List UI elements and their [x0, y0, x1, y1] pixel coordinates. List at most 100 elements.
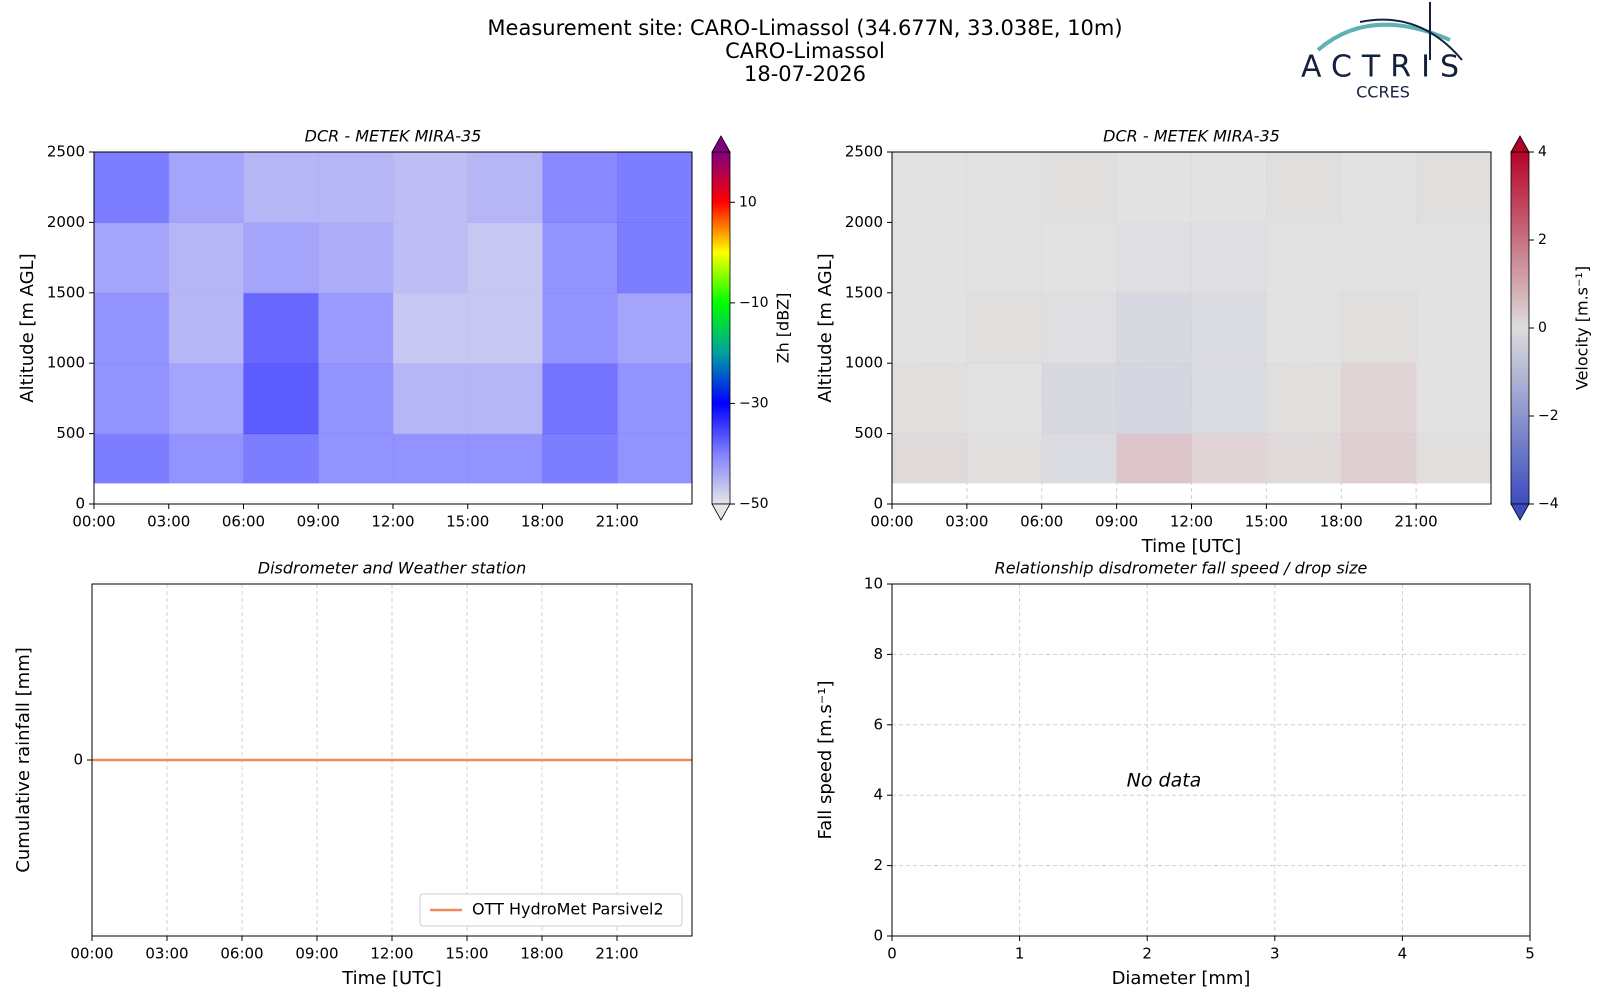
- heatmap-cell: [168, 433, 244, 484]
- figure-date: 18-07-2026: [744, 62, 866, 86]
- heatmap-cell: [1266, 292, 1342, 364]
- heatmap-cell: [393, 292, 469, 364]
- heatmap-cell: [966, 152, 1043, 223]
- heatmap-cell: [393, 152, 469, 223]
- heatmap-cell: [1041, 433, 1118, 484]
- y-tick-label: 0: [873, 927, 883, 945]
- x-axis-label: Diameter [mm]: [1112, 968, 1251, 989]
- x-tick-label: 03:00: [147, 513, 190, 531]
- heatmap-cell: [892, 433, 968, 484]
- heatmap-cell: [243, 292, 319, 364]
- y-tick-label: 2500: [845, 143, 883, 161]
- heatmap-cell: [892, 363, 968, 435]
- y-tick-label: 2500: [47, 143, 85, 161]
- legend: OTT HydroMet Parsivel2: [419, 893, 683, 927]
- heatmap-cell: [318, 292, 394, 364]
- heatmap-cell: [393, 222, 469, 294]
- x-tick-label: 2: [1142, 945, 1152, 963]
- heatmap-cell: [1341, 292, 1417, 364]
- figure-title: Measurement site: CARO-Limassol (34.677N…: [487, 16, 1122, 40]
- x-axis-label: Time [UTC]: [1141, 536, 1242, 557]
- panel: −50 −30 −10 10 Zh [dBZ] 00:00 03:00 06:00 09:00 1…: [17, 127, 793, 531]
- heatmap-cell: [617, 363, 693, 435]
- heatmap-cell: [966, 222, 1043, 294]
- colorbar: [711, 151, 731, 505]
- heatmap-cell: [617, 433, 693, 484]
- x-tick-label: 09:00: [295, 945, 338, 963]
- colorbar-extend-top: [1510, 135, 1530, 153]
- heatmap-cell: [966, 292, 1043, 364]
- logo-arc: [1359, 18, 1463, 61]
- y-tick-label: 500: [56, 424, 85, 442]
- heatmap-cell: [892, 152, 968, 223]
- heatmap-cell: [243, 433, 319, 484]
- y-axis-label: Altitude [m AGL]: [17, 253, 38, 402]
- heatmap-cell: [94, 363, 170, 435]
- legend-label: OTT HydroMet Parsivel2: [472, 900, 664, 919]
- x-tick-label: 06:00: [1020, 513, 1063, 531]
- x-tick-label: 09:00: [297, 513, 340, 531]
- y-tick-label: 1000: [845, 354, 883, 372]
- heatmap-cell: [467, 433, 543, 484]
- y-tick-label: 10: [864, 575, 883, 593]
- x-tick-label: 00:00: [70, 945, 113, 963]
- colorbar-tick-label: 4: [1538, 144, 1547, 160]
- heatmap-cell: [168, 292, 244, 364]
- heatmap-cell: [1041, 222, 1118, 294]
- y-tick-label: 2: [873, 856, 883, 874]
- colorbar-extend-bottom: [1510, 503, 1530, 521]
- x-tick-label: 15:00: [445, 945, 488, 963]
- panel: −4 −2 0 2 4 Velocity [m.s⁻¹] 00:00 03:00 06:00 09…: [815, 127, 1592, 558]
- heatmap-cell: [243, 222, 319, 294]
- heatmap-cell: [318, 222, 394, 294]
- heatmap-cell: [318, 152, 394, 223]
- heatmap-cell: [1341, 222, 1417, 294]
- heatmap-cell: [1266, 152, 1342, 223]
- y-tick-label: 0: [873, 495, 883, 513]
- heatmap-cell: [467, 152, 543, 223]
- heatmap-cell: [94, 152, 170, 223]
- heatmap-cell: [542, 363, 618, 435]
- y-tick-label: 500: [854, 424, 883, 442]
- x-tick-label: 18:00: [521, 513, 564, 531]
- heatmap-cell: [892, 292, 968, 364]
- y-axis-label: Cumulative rainfall [mm]: [13, 647, 34, 873]
- heatmap-cell: [966, 433, 1043, 484]
- y-tick-label: 1000: [47, 354, 85, 372]
- heatmap-cell: [94, 433, 170, 484]
- colorbar-extend-top: [711, 135, 731, 153]
- x-tick-label: 4: [1398, 945, 1408, 963]
- heatmap-cell: [1416, 222, 1492, 294]
- heatmap-cell: [1416, 363, 1492, 435]
- heatmap-cell: [1341, 152, 1417, 223]
- x-tick-label: 0: [887, 945, 897, 963]
- x-tick-label: 00:00: [72, 513, 115, 531]
- heatmap-cell: [168, 152, 244, 223]
- heatmap-cell: [318, 433, 394, 484]
- heatmap-cell: [467, 222, 543, 294]
- heatmap-cell: [1116, 292, 1192, 364]
- colorbar-tick-label: −50: [739, 496, 769, 512]
- x-tick-label: 21:00: [596, 513, 639, 531]
- heatmap-cell: [1116, 363, 1192, 435]
- heatmap-cell: [318, 363, 394, 435]
- heatmap-cell: [1041, 363, 1118, 435]
- x-tick-label: 1: [1015, 945, 1025, 963]
- y-tick-label: 6: [873, 715, 883, 733]
- heatmap-cell: [617, 222, 693, 294]
- panel-title: Disdrometer and Weather station: [258, 559, 526, 578]
- x-tick-label: 12:00: [1170, 513, 1213, 531]
- colorbar: [1510, 151, 1530, 505]
- heatmap-cell: [892, 222, 968, 294]
- heatmap-cell: [1191, 363, 1267, 435]
- heatmap-cell: [94, 222, 170, 294]
- heatmap-cell: [542, 152, 618, 223]
- heatmap-cell: [467, 292, 543, 364]
- y-axis-label: Fall speed [m.s⁻¹]: [815, 681, 836, 840]
- x-tick-label: 5: [1525, 945, 1535, 963]
- panel: OTT HydroMet Parsivel2 00:00 03:00 06:00 09:…: [13, 559, 693, 989]
- colorbar-tick-label: −2: [1538, 408, 1559, 424]
- x-tick-label: 15:00: [446, 513, 489, 531]
